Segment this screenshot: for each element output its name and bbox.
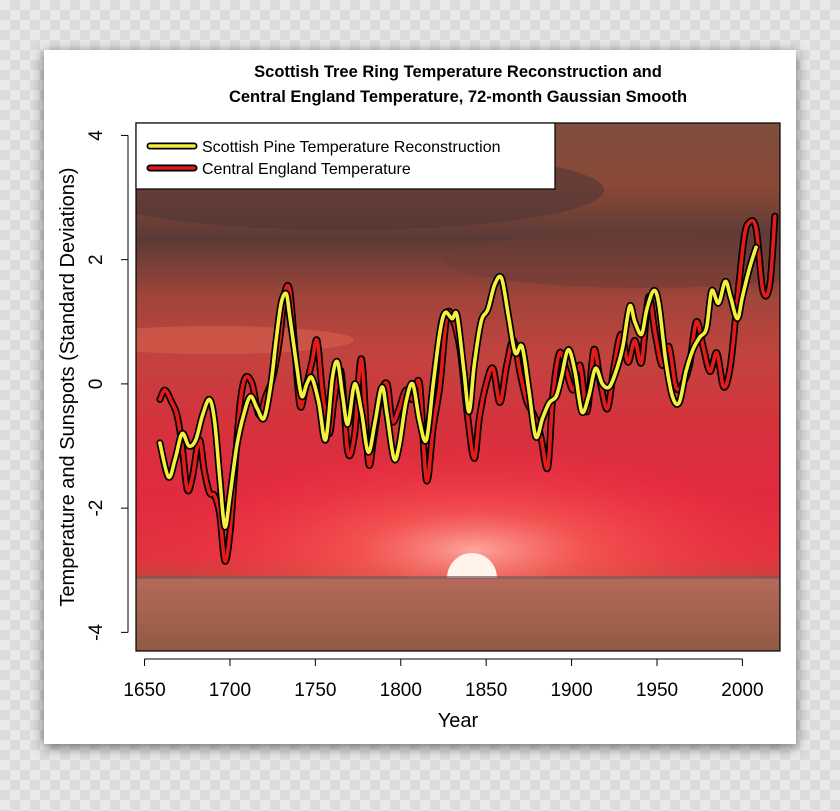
x-tick-label: 2000 [721,680,763,701]
x-tick-label: 1900 [550,680,592,701]
legend: Scottish Pine Temperature Reconstruction… [135,122,556,190]
y-axis: 4 2 0 -2 -4 [86,130,129,641]
y-tick-label: 4 [86,130,107,141]
legend-label-pine: Scottish Pine Temperature Reconstruction [202,139,501,156]
chart-title-line1: Scottish Tree Ring Temperature Reconstru… [254,63,662,81]
y-tick-label: 0 [86,379,107,390]
x-tick-label: 1950 [636,680,678,701]
chart-svg: Scottish Tree Ring Temperature Reconstru… [57,63,781,732]
legend-box [135,122,556,190]
x-axis: 1650 1700 1750 1800 1850 1900 1950 2000 [123,658,764,701]
y-axis-label: Temperature and Sunspots (Standard Devia… [57,167,79,606]
x-tick-label: 1800 [380,680,422,701]
series-line-pine [158,245,758,529]
chart-title-line2: Central England Temperature, 72-month Ga… [229,88,687,106]
y-tick-label: -2 [86,500,107,517]
x-tick-label: 1700 [209,680,251,701]
x-axis-label: Year [438,710,479,732]
x-tick-label: 1650 [123,680,165,701]
y-tick-label: -4 [86,624,107,641]
x-tick-label: 1850 [465,680,507,701]
chart-card: Scottish Tree Ring Temperature Reconstru… [44,50,796,744]
y-tick-label: 2 [86,254,107,265]
legend-label-cet: Central England Temperature [202,161,411,178]
x-tick-label: 1750 [294,680,336,701]
sun-shape [447,553,497,578]
series-lines [156,212,779,565]
